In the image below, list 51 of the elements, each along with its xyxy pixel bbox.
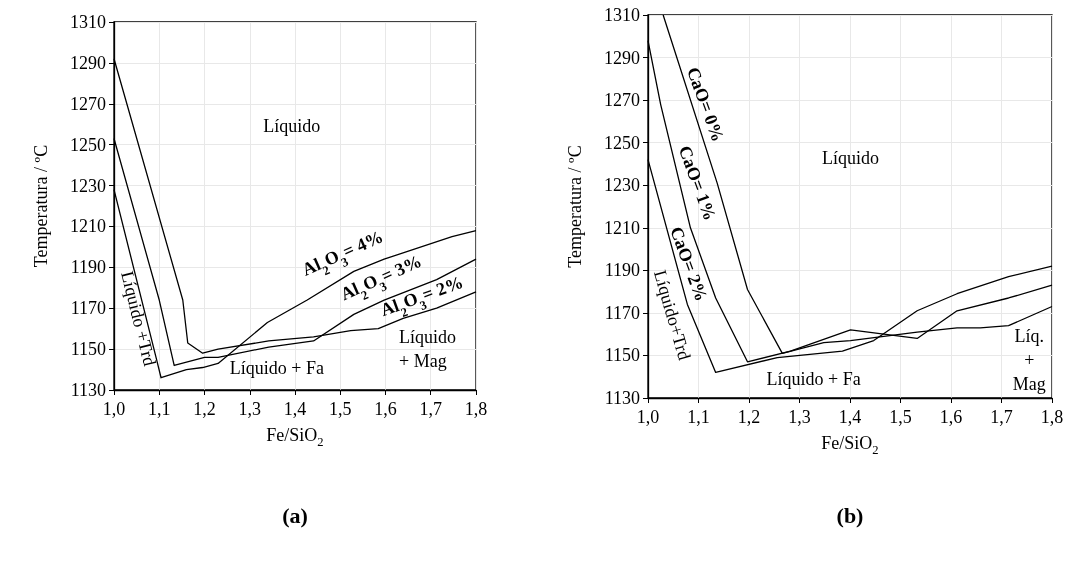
y-tick-label: 1150: [70, 339, 106, 360]
y-tick-label: 1290: [604, 47, 640, 68]
x-tick-label: 1,2: [193, 399, 216, 419]
x-tick-label: 1,1: [687, 407, 710, 427]
x-tick-label: 1,5: [329, 399, 352, 419]
annotation: Líquido + Mag: [399, 327, 457, 372]
x-tick-label: 1,5: [889, 407, 912, 427]
annotation: Líquido + Fa: [766, 368, 861, 389]
y-tick-label: 1250: [70, 134, 106, 155]
y-tick-label: 1250: [604, 132, 640, 153]
annotation: Líq. + Mag: [1012, 325, 1046, 394]
y-axis-title: Temperatura / ºC: [565, 145, 585, 268]
y-tick-label: 1130: [604, 388, 640, 408]
x-tick-label: 1,7: [990, 407, 1013, 427]
annotation: Líquido + Fa: [229, 357, 324, 378]
x-tick-label: 1,0: [636, 407, 660, 427]
y-tick-label: 1170: [604, 302, 640, 323]
text: (b): [836, 502, 864, 528]
y-tick-label: 1230: [70, 175, 106, 196]
x-tick-label: 1,2: [737, 407, 761, 427]
annotation: Líquido: [263, 116, 321, 137]
annotation: Líquido +Trd: [117, 269, 160, 368]
annotation: CaO= 0%: [682, 64, 729, 145]
y-tick-label: 1310: [604, 5, 640, 25]
annotation: Líquido: [822, 147, 880, 168]
y-tick-label: 1130: [70, 380, 106, 400]
x-tick-label: 1,4: [283, 399, 307, 419]
x-tick-label: 1,8: [1040, 407, 1064, 427]
y-tick-label: 1290: [70, 52, 106, 73]
y-tick-label: 1210: [70, 216, 106, 237]
y-tick-label: 1210: [604, 217, 640, 238]
x-tick-label: 1,3: [238, 399, 261, 419]
y-tick-label: 1230: [604, 175, 640, 196]
y-tick-label: 1150: [604, 345, 640, 366]
y-tick-label: 1170: [70, 298, 106, 319]
y-tick-label: 1190: [70, 257, 106, 278]
x-tick-label: 1,1: [148, 399, 171, 419]
y-axis-title: Temperatura / ºC: [31, 144, 51, 268]
y-tick-label: 1270: [604, 90, 640, 111]
x-tick-label: 1,0: [102, 399, 126, 419]
x-tick-label: 1,6: [374, 399, 397, 419]
x-tick-label: 1,8: [464, 399, 488, 419]
y-tick-label: 1310: [70, 12, 106, 32]
y-tick-label: 1270: [70, 93, 106, 114]
x-tick-label: 1,7: [419, 399, 442, 419]
annotation: CaO= 1%: [674, 143, 721, 224]
x-tick-label: 1,6: [939, 407, 963, 427]
text: (a): [282, 502, 308, 528]
y-tick-label: 1190: [604, 260, 640, 281]
x-tick-label: 1,4: [838, 407, 862, 427]
x-tick-label: 1,3: [788, 407, 811, 427]
